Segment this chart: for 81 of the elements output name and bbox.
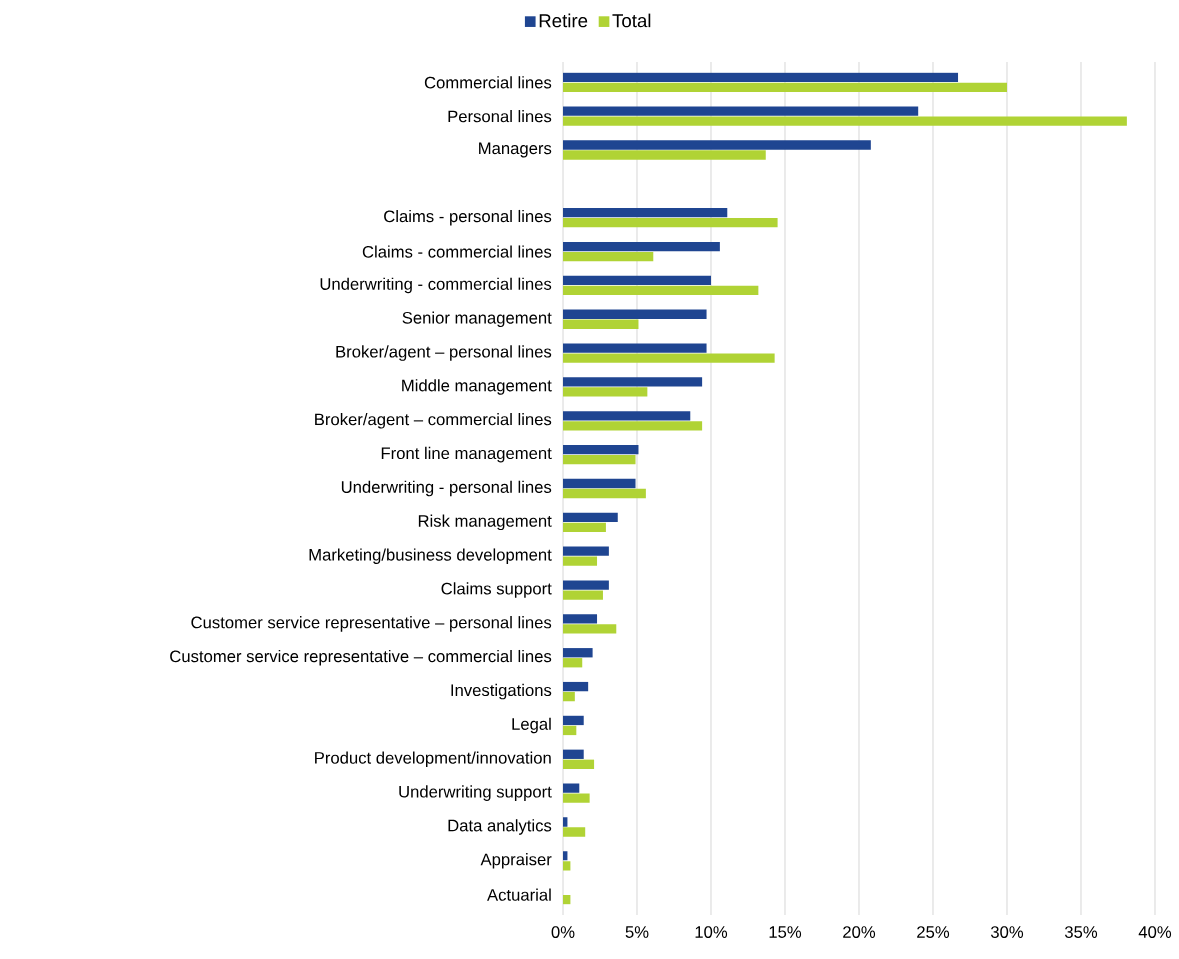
legend-label: Retire	[539, 13, 588, 28]
bar	[563, 421, 703, 431]
y-tick-label: Appraiser	[480, 853, 552, 869]
y-tick-label: Senior management	[402, 311, 552, 328]
bar	[563, 488, 646, 499]
bar	[563, 251, 654, 262]
bar	[563, 478, 636, 489]
bar	[563, 783, 580, 793]
bar	[563, 759, 595, 769]
bar	[563, 411, 691, 421]
legend-label: Total	[612, 13, 651, 28]
x-tick-label: 10%	[695, 926, 728, 938]
y-tick-label: Middle management	[402, 379, 552, 395]
x-tick-label: 20%	[843, 926, 876, 938]
y-tick-label: Investigations	[451, 683, 552, 700]
bar	[563, 343, 707, 353]
x-tick-label: 25%	[917, 926, 950, 938]
y-tick-label: Product development/innovation	[315, 751, 551, 768]
bar	[563, 82, 1007, 92]
y-tick-label: Actuarial	[487, 888, 551, 901]
y-tick-label: Customer service representative – commercial lines	[170, 649, 552, 666]
y-tick-label: Marketing/business development	[309, 548, 552, 564]
x-tick-label: 30%	[990, 926, 1024, 938]
y-tick-label: Managers	[479, 142, 552, 158]
y-tick-label: Legal	[512, 717, 551, 734]
y-tick-label: Claims support	[441, 582, 552, 598]
bar	[563, 861, 571, 871]
bar	[563, 319, 639, 329]
bar	[563, 614, 598, 624]
x-tick-label: 0%	[551, 926, 575, 938]
bar	[563, 556, 598, 566]
bar	[563, 725, 577, 736]
bar	[563, 691, 575, 702]
bar	[563, 377, 703, 387]
bar	[563, 106, 919, 116]
bar	[563, 895, 571, 905]
bar	[563, 580, 609, 590]
y-tick-label: Claims - personal lines	[384, 209, 552, 226]
y-tick-label: Commercial lines	[424, 76, 552, 89]
bar	[563, 546, 609, 556]
x-tick-label: 5%	[625, 926, 649, 938]
bar	[563, 72, 959, 82]
bar	[563, 681, 589, 692]
y-tick-label: Risk management	[418, 514, 552, 531]
y-tick-label: Broker/agent – commercial lines	[315, 413, 552, 429]
y-tick-label: Data analytics	[448, 819, 552, 835]
y-tick-label: Broker/agent – personal lines	[336, 345, 552, 361]
bar	[563, 590, 603, 600]
bar	[563, 140, 871, 150]
bar	[563, 116, 1127, 126]
bar	[563, 793, 590, 803]
bar	[563, 444, 639, 455]
x-tick-label: 15%	[769, 926, 802, 938]
x-tick-label: 40%	[1138, 926, 1172, 938]
bar	[563, 275, 711, 286]
bar	[563, 658, 583, 668]
y-tick-label: Claims - commercial lines	[362, 245, 552, 258]
bar	[563, 208, 728, 218]
bar	[563, 817, 568, 827]
bar	[563, 387, 648, 397]
bar	[563, 353, 775, 363]
y-tick-label: Underwriting - personal lines	[341, 480, 552, 497]
y-tick-label: Personal lines	[448, 110, 552, 123]
bar	[563, 715, 584, 726]
bar	[563, 624, 617, 634]
bar	[563, 285, 759, 296]
y-tick-label: Customer service representative – personal lines	[191, 616, 552, 632]
bar	[563, 522, 606, 533]
x-tick-label: 35%	[1064, 926, 1098, 938]
bar	[563, 454, 636, 465]
bar	[563, 309, 707, 319]
bar	[563, 150, 766, 160]
bar	[563, 648, 593, 658]
y-tick-label: Front line management	[381, 446, 552, 463]
y-tick-label: Underwriting support	[399, 785, 552, 801]
bar	[563, 749, 584, 759]
bar	[563, 241, 720, 252]
y-tick-label: Underwriting - commercial lines	[320, 277, 552, 294]
bar	[563, 218, 778, 228]
bar	[563, 827, 586, 837]
bar	[563, 512, 618, 523]
